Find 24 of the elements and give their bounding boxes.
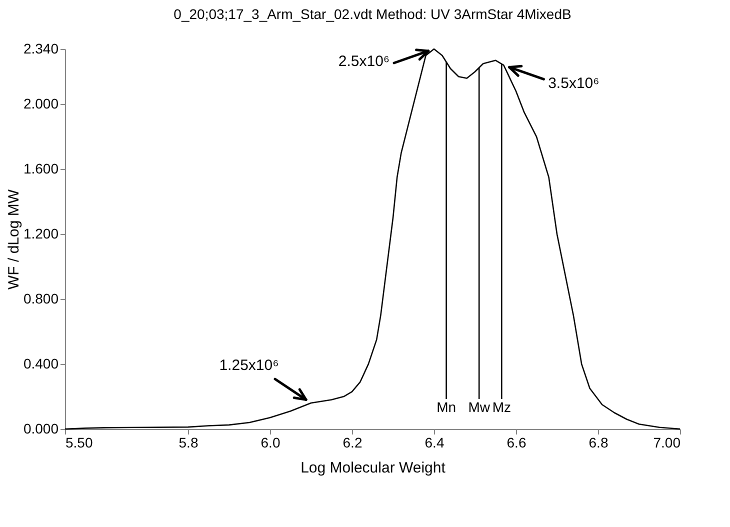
- y-tick-label: 0.800: [23, 290, 59, 307]
- ref-line-label: Mw: [468, 399, 491, 415]
- annotation: 1.25x10⁶: [219, 357, 279, 374]
- annotation: 3.5x10⁶: [548, 75, 600, 92]
- y-tick-label: 0.000: [23, 420, 59, 436]
- x-tick-label: 5.50: [66, 434, 93, 450]
- annotation: 2.5x10⁶: [338, 53, 390, 70]
- y-axis-title: WF / dLog MW: [5, 188, 22, 290]
- x-tick-label: 7.00: [653, 434, 681, 450]
- x-tick-label: 6.8: [588, 434, 608, 450]
- y-tick-label: 2.340: [23, 40, 59, 56]
- x-axis-title: Log Molecular Weight: [300, 460, 446, 476]
- x-tick-label: 6.2: [342, 434, 362, 450]
- y-tick-label: 2.000: [23, 96, 59, 112]
- y-tick-label: 1.200: [23, 226, 59, 242]
- x-tick-label: 5.8: [178, 434, 198, 450]
- x-tick-label: 6.0: [260, 434, 280, 450]
- x-tick-label: 6.6: [506, 434, 526, 450]
- y-tick-label: 0.400: [23, 356, 59, 372]
- y-tick-label: 1.600: [23, 160, 59, 177]
- chart-title: 0_20;03;17_3_Arm_Star_02.vdt Method: UV 3ArmStar 4MixedB: [174, 6, 572, 22]
- x-tick-label: 6.4: [424, 434, 444, 450]
- ref-line-label: Mz: [492, 399, 511, 415]
- ref-line-label: Mn: [436, 399, 456, 415]
